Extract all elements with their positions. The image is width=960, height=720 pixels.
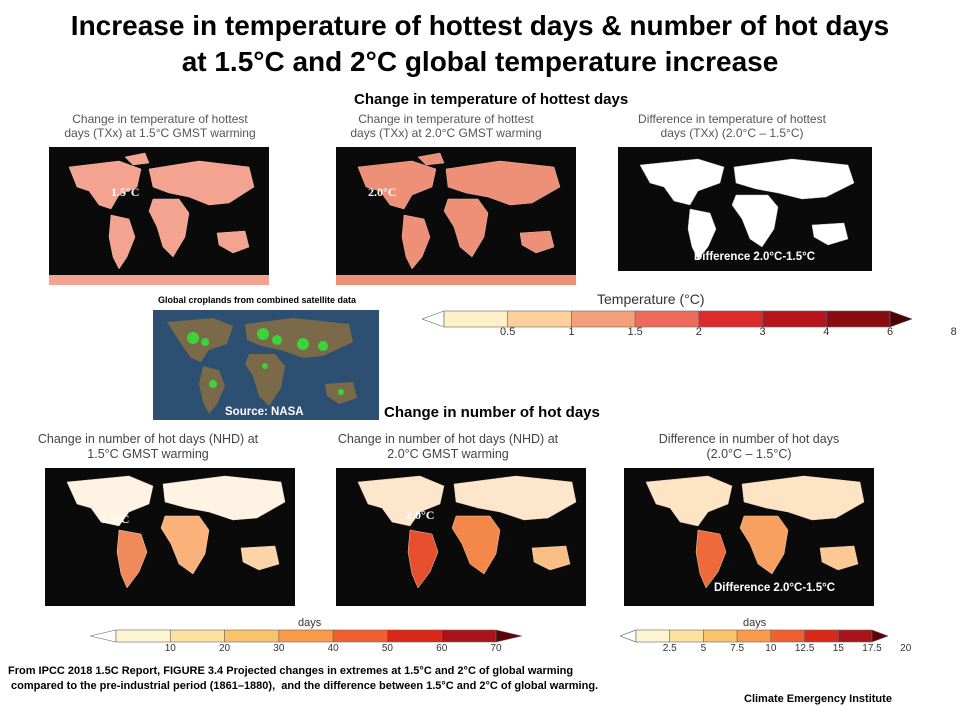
credit-text: Climate Emergency Institute (744, 693, 892, 705)
colorbar-segment (825, 310, 891, 328)
caption-line-1: From IPCC 2018 1.5C Report, FIGURE 3.4 P… (8, 665, 574, 677)
colorbar-segment (703, 629, 738, 643)
colorbar-arrow-low (620, 629, 637, 643)
world-map-nhd-2.0 (357, 475, 577, 589)
colorbar-segment (762, 310, 827, 328)
days-legend-title: days (298, 617, 322, 629)
colorbar-tick-label: 10 (765, 643, 777, 654)
colorbar-arrow-low (90, 629, 117, 643)
temp-legend-title: Temperature (°C) (597, 291, 705, 307)
cropland-map (153, 310, 379, 420)
txx-map-label-1: 1.5°C (111, 185, 140, 199)
colorbar-segment (571, 310, 636, 328)
colorbar-tick-label: 4 (823, 326, 830, 338)
colorbar-segment (115, 629, 171, 643)
temp-legend-ticks: 0.5 1 1.5 2 3 4 6 8 (422, 326, 957, 340)
caption-line-2: compared to the pre-industrial period (1… (8, 680, 599, 692)
txx-caption-1: Change in temperature of hottest days (T… (64, 112, 256, 140)
colorbar-tick-label: 2 (695, 326, 702, 338)
nhd-map-label-1: 1.5°C (101, 512, 130, 526)
colorbar-tick-label: 0.5 (500, 326, 516, 338)
colorbar-tick-label: 40 (327, 643, 339, 654)
nhd-map-2.0: 2.0°C (336, 468, 586, 606)
colorbar-segment (770, 629, 805, 643)
colorbar-tick-label: 10 (164, 643, 176, 654)
colorbar-tick-label: 5 (700, 643, 707, 654)
colorbar-tick-label: 70 (490, 643, 502, 654)
colorbar-tick-label: 17.5 (862, 643, 882, 654)
temp-colorbar (422, 310, 912, 328)
title-line-1: Increase in temperature of hottest days … (70, 10, 890, 41)
nhd-map-label-2: 2.0°C (406, 508, 435, 522)
colorbar-arrow-low (422, 310, 445, 328)
colorbar-segment (441, 629, 497, 643)
colorbar-segment (634, 310, 700, 328)
colorbar-segment (837, 629, 873, 643)
colorbar-tick-label: 20 (900, 643, 912, 654)
colorbar-segment (443, 310, 509, 328)
txx-map-diff: Difference 2.0°C-1.5°C (618, 147, 872, 271)
world-map-txx-2.0 (336, 152, 576, 285)
colorbar-arrow-high (871, 629, 888, 643)
world-map-txx-1.5 (49, 152, 269, 285)
colorbar-tick-label: 7.5 (730, 643, 745, 654)
nhd-map-label-3: Difference 2.0°C-1.5°C (714, 582, 836, 594)
colorbar-tick-label: 1.5 (627, 326, 643, 338)
colorbar-segment (698, 310, 763, 328)
colorbar-arrow-high (495, 629, 522, 643)
section-heading-txx: Change in temperature of hottest days (354, 91, 629, 108)
nhd-caption-3: Difference in number of hot days (2.0°C … (658, 432, 840, 461)
colorbar-tick-label: 1 (568, 326, 575, 338)
colorbar-segment (224, 629, 280, 643)
colorbar-segment (332, 629, 388, 643)
txx-map-1.5: 1.5°C (49, 147, 269, 285)
colorbar-tick-label: 60 (436, 643, 448, 654)
colorbar-tick-label: 50 (381, 643, 393, 654)
colorbar-segment (635, 629, 671, 643)
colorbar-tick-label: 30 (273, 643, 285, 654)
colorbar-segment (387, 629, 443, 643)
txx-map-label-2: 2.0°C (368, 185, 397, 199)
colorbar-tick-label: 3 (759, 326, 766, 338)
world-map-nhd-1.5 (66, 475, 286, 589)
days-colorbar (90, 629, 522, 643)
colorbar-tick-label: 6 (886, 326, 894, 338)
diff-days-colorbar (620, 629, 888, 643)
colorbar-segment (507, 310, 572, 328)
colorbar-segment (804, 629, 839, 643)
diff-days-legend-title: days (743, 617, 767, 629)
section-heading-nhd: Change in number of hot days (384, 404, 600, 421)
colorbar-segment (669, 629, 704, 643)
days-legend-ticks: 10 20 30 40 50 60 70 (90, 643, 522, 657)
cropland-title: Global croplands from combined satellite… (158, 295, 357, 305)
world-map-nhd-diff (645, 475, 865, 589)
txx-map-2.0: 2.0°C (336, 147, 576, 285)
cropland-image: Source: NASA (153, 310, 379, 420)
colorbar-tick-label: 8 (950, 326, 957, 338)
page-title: Increase in temperature of hottest days … (0, 8, 960, 80)
nhd-caption-2: Change in number of hot days (NHD) at 2.… (337, 432, 559, 461)
colorbar-segment (736, 629, 772, 643)
colorbar-tick-label: 20 (219, 643, 231, 654)
txx-caption-3: Difference in temperature of hottest day… (638, 112, 826, 140)
colorbar-tick-label: 12.5 (794, 643, 815, 654)
world-map-txx-diff (639, 158, 855, 260)
colorbar-segment (169, 629, 225, 643)
colorbar-segment (278, 629, 334, 643)
nhd-map-diff: Difference 2.0°C-1.5°C (624, 468, 874, 606)
diff-days-legend-ticks: 2.5 5 7.5 10 12.5 15 17.5 20 (620, 643, 912, 657)
figure-caption: From IPCC 2018 1.5C Report, FIGURE 3.4 P… (8, 664, 748, 694)
nhd-caption-1: Change in number of hot days (NHD) at 1.… (37, 432, 259, 461)
nhd-map-1.5: 1.5°C (45, 468, 295, 606)
colorbar-arrow-high (889, 310, 912, 328)
txx-map-label-3: Difference 2.0°C-1.5°C (694, 251, 816, 263)
colorbar-tick-label: 2.5 (662, 643, 677, 654)
colorbar-tick-label: 15 (832, 643, 844, 654)
title-line-2: at 1.5°C and 2°C global temperature incr… (181, 46, 779, 77)
cropland-source: Source: NASA (225, 406, 304, 418)
txx-caption-2: Change in temperature of hottest days (T… (350, 112, 542, 140)
